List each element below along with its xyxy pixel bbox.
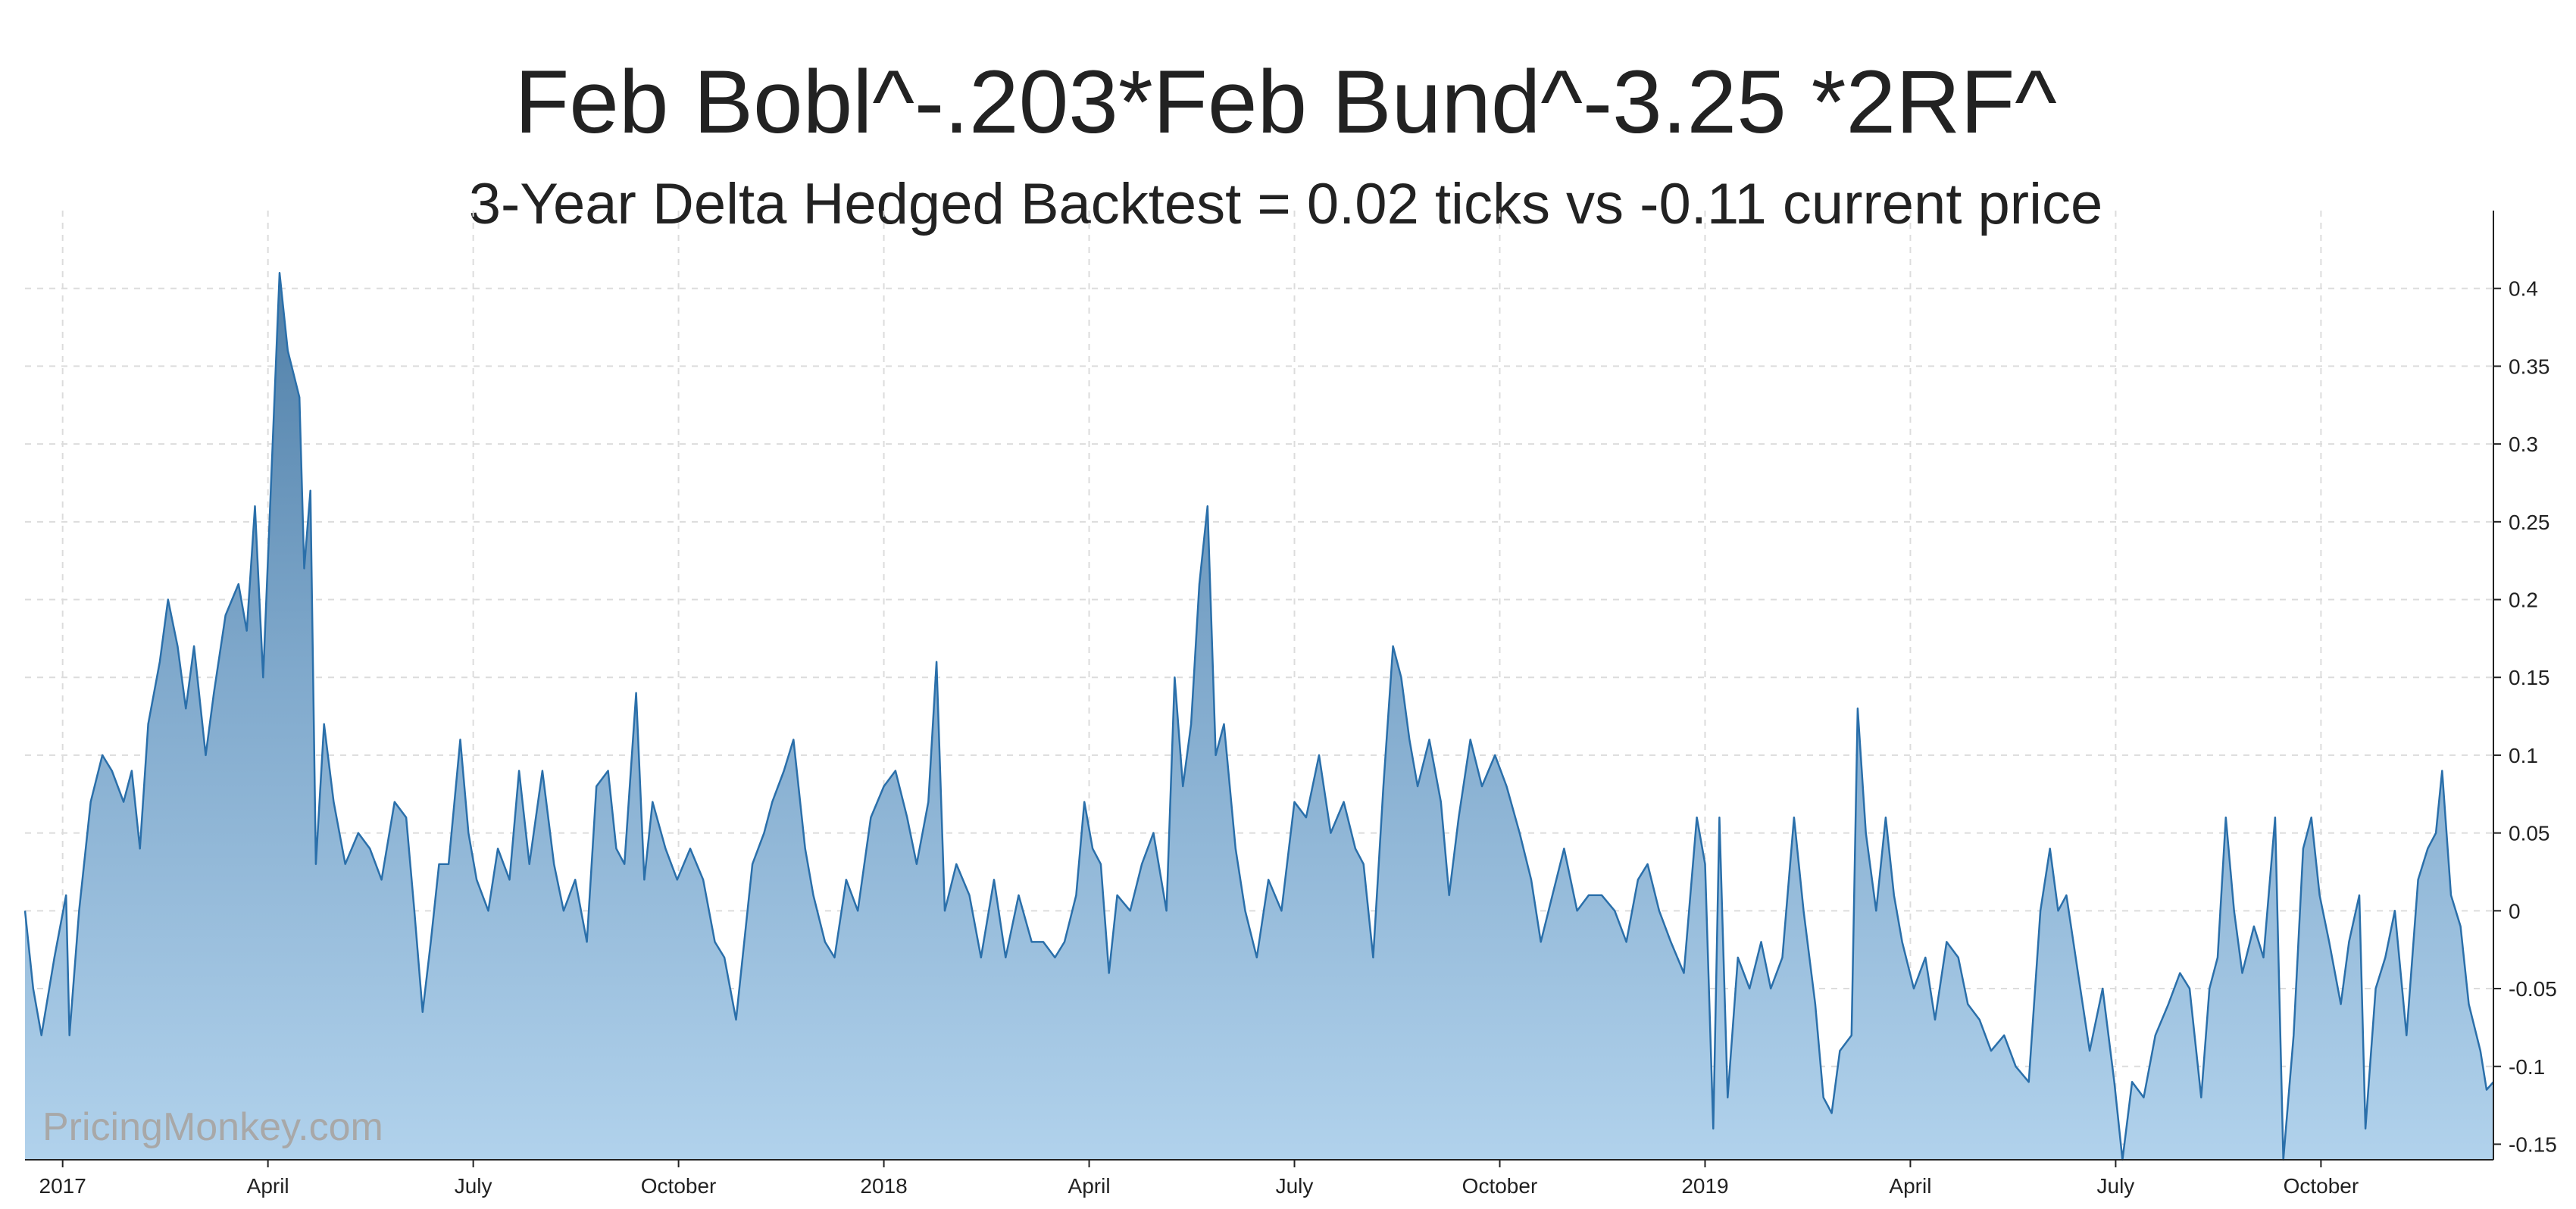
y-tick-label: 0.05: [2509, 822, 2550, 845]
x-tick-label: October: [641, 1174, 717, 1198]
y-tick-label: -0.15: [2509, 1132, 2557, 1156]
y-tick-label: -0.05: [2509, 977, 2557, 1001]
y-tick-label: 0: [2509, 899, 2521, 923]
chart-subtitle: 3-Year Delta Hedged Backtest = 0.02 tick…: [469, 172, 2103, 236]
x-tick-label: 2018: [860, 1174, 907, 1198]
area: [25, 273, 2493, 1161]
x-tick-label: 2017: [39, 1174, 86, 1198]
y-tick-label: 0.25: [2509, 511, 2550, 534]
chart-title: Feb Bobl^-.203*Feb Bund^-3.25 *2RF^: [514, 52, 2057, 152]
x-tick-label: 2019: [1681, 1174, 1728, 1198]
y-tick-label: 0.4: [2509, 277, 2538, 301]
y-tick-label: 0.1: [2509, 744, 2538, 767]
axes: -0.15 -0.1 -0.05 0 0.05 0.1 0.15 0.2 0.25 0.3 0.35…: [25, 211, 2557, 1198]
plot-area: [23, 271, 2494, 1161]
x-tick-label: July: [2097, 1174, 2135, 1198]
y-tick-label: -0.1: [2509, 1055, 2545, 1079]
x-tick-label: October: [1462, 1174, 1538, 1198]
x-tick-label: October: [2284, 1174, 2359, 1198]
x-tick-label: July: [1276, 1174, 1314, 1198]
x-tick-label: April: [1068, 1174, 1111, 1198]
x-tick-label: July: [455, 1174, 492, 1198]
x-tick-label: April: [1889, 1174, 1931, 1198]
y-tick-label: 0.35: [2509, 355, 2550, 378]
watermark: PricingMonkey.com: [42, 1105, 383, 1149]
x-tick-label: April: [247, 1174, 289, 1198]
line: [23, 271, 2494, 1161]
y-tick-label: 0.2: [2509, 589, 2538, 612]
y-tick-label: 0.15: [2509, 666, 2550, 689]
y-tick-label: 0.3: [2509, 433, 2538, 456]
